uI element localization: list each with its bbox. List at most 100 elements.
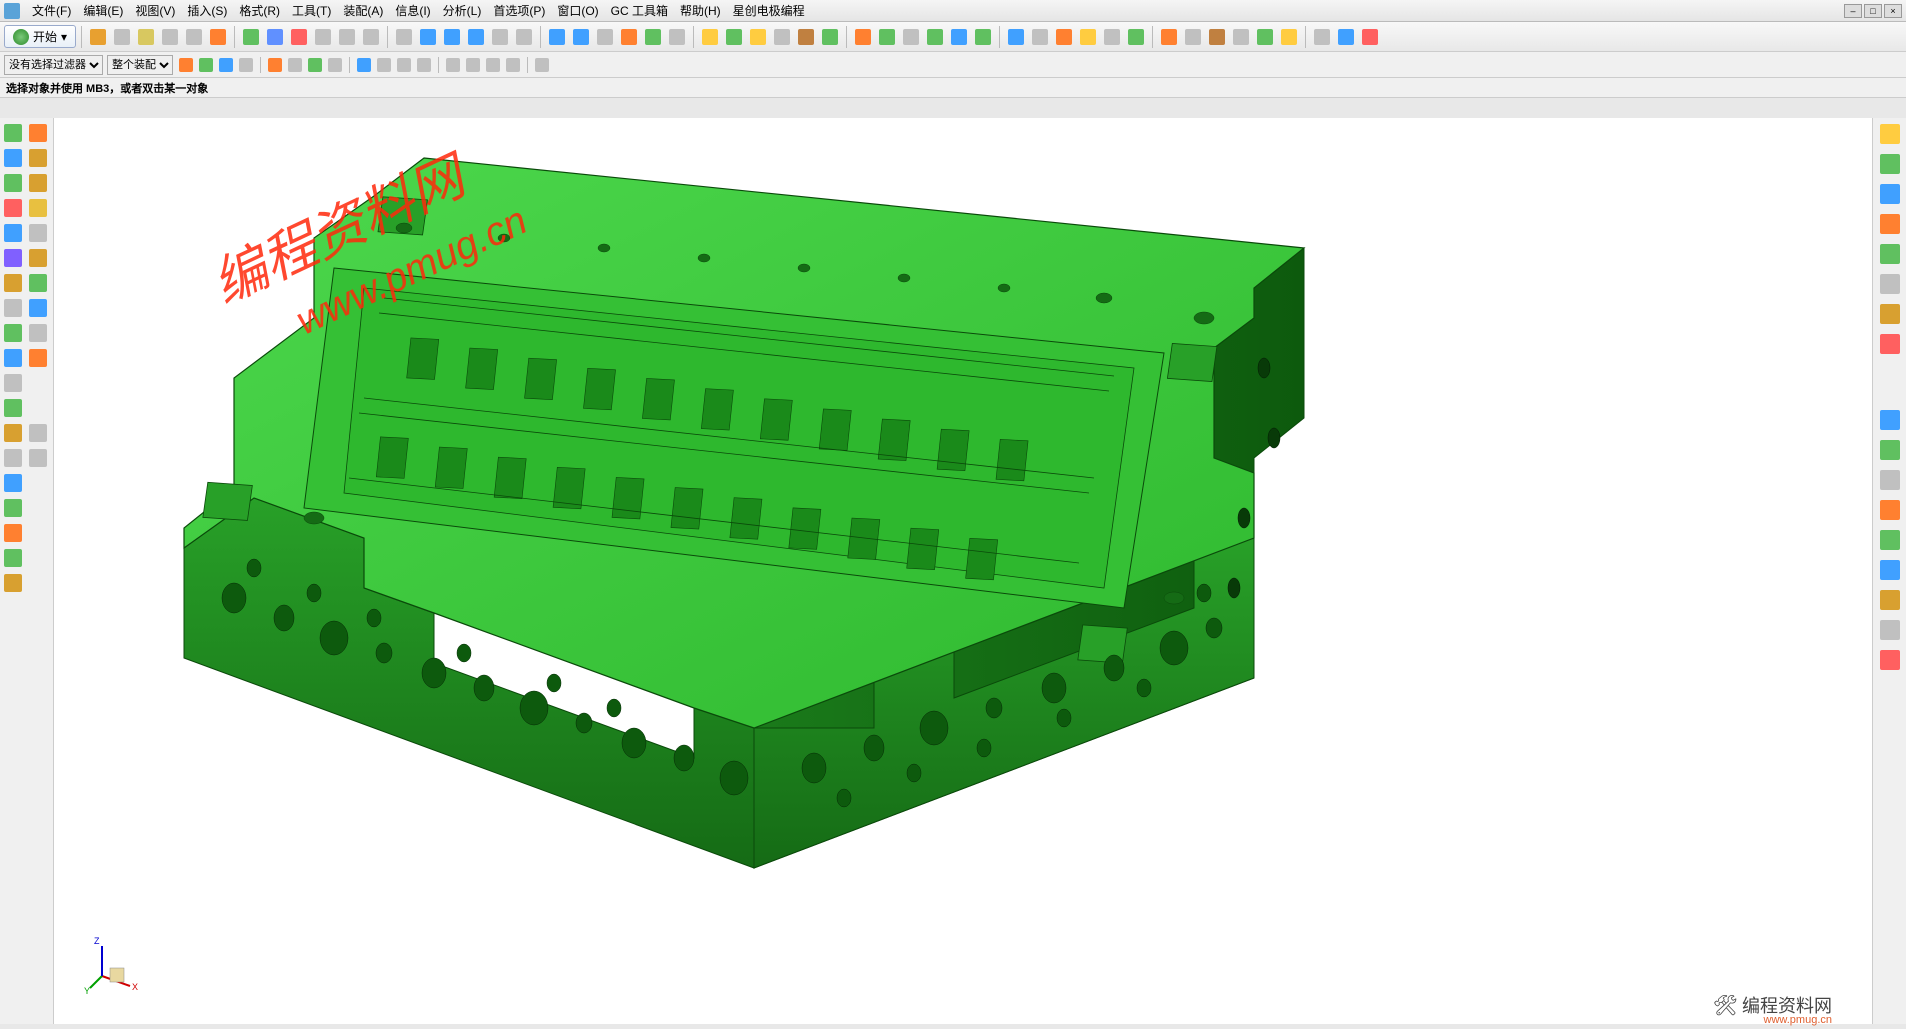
cylinder-icon[interactable]: [747, 26, 769, 48]
snap-icon[interactable]: [1101, 26, 1123, 48]
right-tool-icon[interactable]: [1878, 242, 1902, 266]
delete-icon[interactable]: [1359, 26, 1381, 48]
right-tool-icon[interactable]: [1878, 408, 1902, 432]
revolve-icon[interactable]: [264, 26, 286, 48]
subtract-icon[interactable]: [852, 26, 874, 48]
extrude-icon[interactable]: [240, 26, 262, 48]
close-button[interactable]: ×: [1884, 4, 1902, 18]
move-icon[interactable]: [1335, 26, 1357, 48]
intersect-icon[interactable]: [876, 26, 898, 48]
left-tool-icon[interactable]: [27, 272, 49, 294]
wrap-icon[interactable]: [972, 26, 994, 48]
viewport[interactable]: 编程资料网 www.pmug.cn X Y Z 🛠 编程资料网 www.pmug…: [54, 118, 1872, 1024]
left-tool-icon[interactable]: [2, 222, 24, 244]
divide-icon[interactable]: [924, 26, 946, 48]
wcs-icon[interactable]: [1230, 26, 1252, 48]
menu-item[interactable]: 窗口(O): [551, 0, 604, 21]
sphere-icon[interactable]: [699, 26, 721, 48]
thicken-icon[interactable]: [513, 26, 535, 48]
filter-tool-icon[interactable]: [415, 56, 433, 74]
blend-icon[interactable]: [546, 26, 568, 48]
left-tool-icon[interactable]: [2, 397, 24, 419]
left-tool-icon[interactable]: [2, 372, 24, 394]
left-tool-icon[interactable]: [2, 172, 24, 194]
menu-item[interactable]: 星创电极编程: [727, 0, 811, 21]
paste-icon[interactable]: [111, 26, 133, 48]
sweep-icon[interactable]: [1005, 26, 1027, 48]
copy-icon[interactable]: [87, 26, 109, 48]
right-tool-icon[interactable]: [1878, 152, 1902, 176]
mirror-icon[interactable]: [336, 26, 358, 48]
left-tool-icon[interactable]: [2, 497, 24, 519]
datum-axis-icon[interactable]: [441, 26, 463, 48]
split-icon[interactable]: [666, 26, 688, 48]
block-icon[interactable]: [723, 26, 745, 48]
right-tool-icon[interactable]: [1878, 618, 1902, 642]
grid-icon[interactable]: [1077, 26, 1099, 48]
left-tool-icon[interactable]: [27, 197, 49, 219]
menu-item[interactable]: 插入(S): [181, 0, 233, 21]
filter-tool-icon[interactable]: [355, 56, 373, 74]
filter-tool-icon[interactable]: [177, 56, 195, 74]
view-icon[interactable]: [1182, 26, 1204, 48]
filter-tool-icon[interactable]: [217, 56, 235, 74]
pattern-icon[interactable]: [312, 26, 334, 48]
left-tool-icon[interactable]: [2, 147, 24, 169]
layer-icon[interactable]: [1206, 26, 1228, 48]
filter-tool-icon[interactable]: [197, 56, 215, 74]
left-tool-icon[interactable]: [2, 297, 24, 319]
filter-tool-icon[interactable]: [375, 56, 393, 74]
right-tool-icon[interactable]: [1878, 648, 1902, 672]
measure-icon[interactable]: [1125, 26, 1147, 48]
filter-tool-icon[interactable]: [306, 56, 324, 74]
right-tool-icon[interactable]: [1878, 122, 1902, 146]
left-tool-icon[interactable]: [27, 422, 49, 444]
menu-item[interactable]: 首选项(P): [487, 0, 551, 21]
line-icon[interactable]: [159, 26, 181, 48]
filter-tool-icon[interactable]: [395, 56, 413, 74]
right-tool-icon[interactable]: [1878, 528, 1902, 552]
boolean-icon[interactable]: [795, 26, 817, 48]
minimize-button[interactable]: ‒: [1844, 4, 1862, 18]
filter-tool-icon[interactable]: [326, 56, 344, 74]
right-tool-icon[interactable]: [1878, 182, 1902, 206]
left-tool-icon[interactable]: [2, 122, 24, 144]
left-tool-icon[interactable]: [27, 322, 49, 344]
analyze-icon[interactable]: [1158, 26, 1180, 48]
model-view[interactable]: [54, 118, 1872, 1024]
left-tool-icon[interactable]: [2, 322, 24, 344]
color-icon[interactable]: [1254, 26, 1276, 48]
menu-item[interactable]: 格式(R): [233, 0, 286, 21]
filter-select[interactable]: 没有选择过滤器: [4, 55, 103, 75]
left-tool-icon[interactable]: [2, 197, 24, 219]
left-tool-icon[interactable]: [2, 447, 24, 469]
right-tool-icon[interactable]: [1878, 272, 1902, 296]
filter-tool-icon[interactable]: [266, 56, 284, 74]
cone-icon[interactable]: [771, 26, 793, 48]
project-icon[interactable]: [948, 26, 970, 48]
filter-tool-icon[interactable]: [484, 56, 502, 74]
right-tool-icon[interactable]: [1878, 468, 1902, 492]
filter-tool-icon[interactable]: [444, 56, 462, 74]
hatch-icon[interactable]: [1053, 26, 1075, 48]
datum-plane-icon[interactable]: [417, 26, 439, 48]
right-tool-icon[interactable]: [1878, 212, 1902, 236]
hole-icon[interactable]: [288, 26, 310, 48]
arc-icon[interactable]: [183, 26, 205, 48]
shell-icon[interactable]: [618, 26, 640, 48]
sew-icon[interactable]: [900, 26, 922, 48]
sketch-icon[interactable]: [135, 26, 157, 48]
unite-icon[interactable]: [819, 26, 841, 48]
view-triad[interactable]: X Y Z: [84, 934, 144, 994]
left-tool-icon[interactable]: [27, 172, 49, 194]
maximize-button[interactable]: □: [1864, 4, 1882, 18]
mold-model[interactable]: [184, 158, 1304, 868]
extend-icon[interactable]: [393, 26, 415, 48]
right-tool-icon[interactable]: [1878, 438, 1902, 462]
offset-icon[interactable]: [489, 26, 511, 48]
right-tool-icon[interactable]: [1878, 332, 1902, 356]
right-tool-icon[interactable]: [1878, 558, 1902, 582]
left-tool-icon[interactable]: [2, 422, 24, 444]
scope-select[interactable]: 整个装配: [107, 55, 173, 75]
left-tool-icon[interactable]: [2, 472, 24, 494]
